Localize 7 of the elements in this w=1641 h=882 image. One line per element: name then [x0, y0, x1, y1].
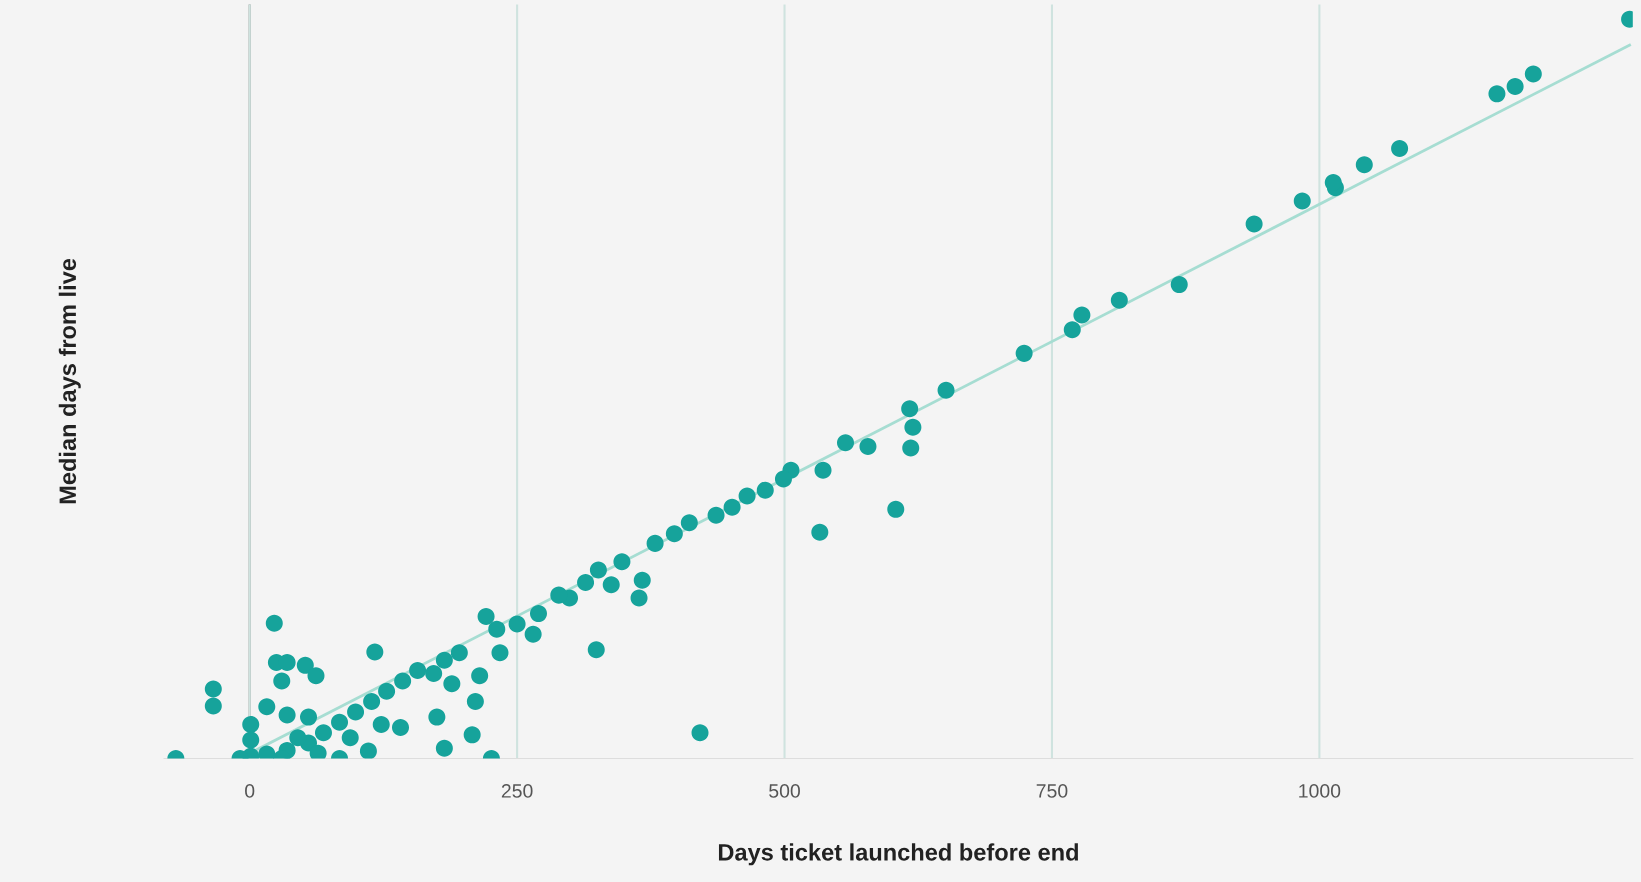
- y-axis-title: Median days from live: [58, 258, 81, 504]
- x-tick-label: 250: [501, 784, 533, 798]
- x-axis-title: Days ticket launched before end: [718, 843, 1078, 866]
- x-tick-label: 1000: [1299, 784, 1341, 798]
- x-tick-label: 500: [769, 784, 800, 798]
- x-tick-label: 750: [1036, 784, 1068, 798]
- x-tick-label: 0: [245, 784, 255, 798]
